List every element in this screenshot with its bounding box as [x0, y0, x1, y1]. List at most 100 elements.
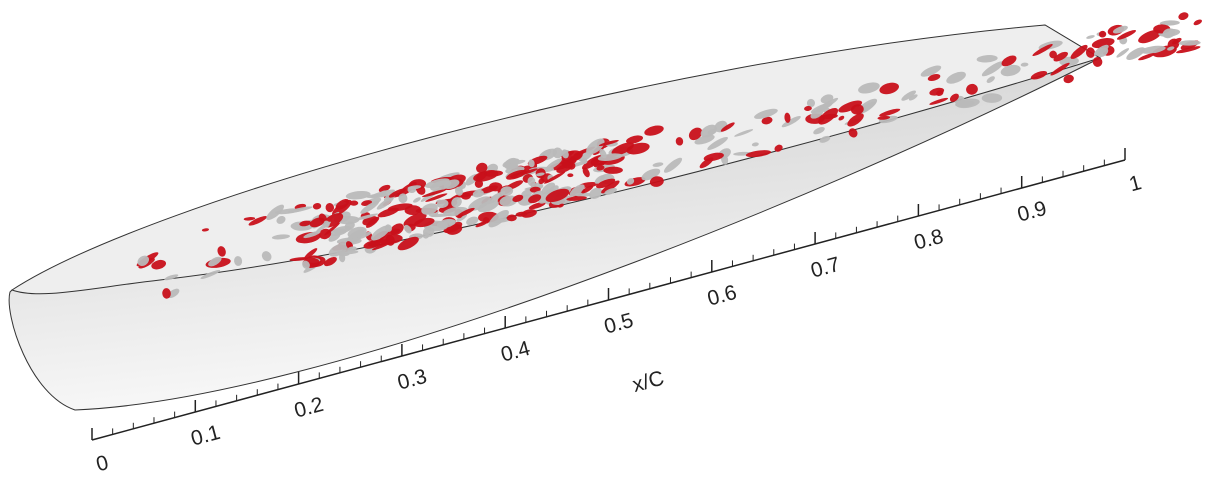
vortex-gray	[276, 215, 286, 224]
vortex-red	[675, 137, 684, 146]
tick-label: 0.5	[602, 309, 636, 339]
vortex-red	[512, 194, 524, 202]
vortex-gray	[443, 179, 460, 190]
vortex-gray	[345, 190, 371, 200]
tick-label: 0.3	[395, 365, 429, 395]
vortex-gray	[137, 255, 150, 266]
vortex-gray	[472, 189, 484, 198]
vortex-red	[397, 236, 419, 251]
vortex-gray	[1178, 40, 1201, 46]
vortex-gray	[920, 65, 942, 77]
vortex-gray	[423, 226, 435, 237]
vortex-gray	[370, 189, 395, 198]
vortex-red	[372, 242, 391, 251]
vortex-red	[929, 87, 945, 96]
tick-label: 1	[1127, 171, 1144, 196]
vortex-gray	[261, 251, 272, 262]
vortex-gray	[581, 157, 588, 165]
vortex-red	[1032, 44, 1053, 57]
vortex-red	[483, 170, 504, 177]
vortex-red	[422, 189, 447, 198]
vortex-gray	[505, 160, 512, 165]
vortex-red	[558, 203, 564, 208]
vortex-gray	[208, 256, 222, 267]
vortex-gray	[468, 196, 491, 211]
vortex-red	[483, 217, 490, 224]
vortex-red	[838, 100, 863, 113]
vortex-gray	[663, 157, 683, 173]
vortex-red	[566, 196, 587, 201]
vortex-gray	[652, 162, 664, 167]
vortex-red	[474, 179, 484, 188]
tick-label: 0	[94, 451, 111, 476]
vortex-gray	[981, 61, 1005, 77]
vortex-gray	[398, 193, 408, 204]
vortex-red	[1193, 19, 1203, 26]
vortex-red	[879, 82, 899, 95]
vortex-gray	[360, 200, 380, 214]
axis: 0 0.1 0.2 0.3 0.4 0.5 0.6 0.7 0.8 0.9 1	[91, 148, 1144, 476]
vortex-red	[488, 182, 503, 192]
vortex-gray	[527, 176, 536, 187]
vortex-gray	[751, 142, 759, 147]
vortex-structures	[136, 12, 1203, 299]
vortex-red	[309, 217, 325, 228]
vortex-gray	[1159, 20, 1180, 26]
vortex-gray	[1086, 35, 1095, 39]
vortex-gray	[589, 187, 603, 199]
vortex-gray	[336, 249, 359, 255]
vortex-gray	[908, 94, 918, 101]
wing-top	[10, 24, 1102, 295]
vortex-red	[390, 223, 404, 236]
vortex-red	[325, 203, 335, 213]
vortex-red	[877, 115, 891, 120]
vortex-gray	[421, 203, 438, 215]
vortex-gray	[528, 159, 535, 168]
tick-label: 0.1	[189, 421, 223, 451]
vortex-gray	[1000, 64, 1021, 77]
vortex-gray	[407, 186, 417, 193]
vortex-gray	[976, 55, 998, 63]
vortex-gray	[901, 90, 916, 101]
vortex-red	[312, 203, 322, 210]
vortex-red	[201, 228, 210, 232]
vortex-red	[457, 207, 475, 218]
vortex-red	[1138, 53, 1155, 61]
vortex-red	[699, 157, 714, 169]
vortex-gray	[1112, 25, 1128, 34]
vortex-gray	[1093, 44, 1109, 56]
vortex-red	[443, 221, 463, 234]
vortex-red	[1172, 37, 1182, 45]
vortex-gray	[1162, 28, 1176, 39]
vortex-gray	[754, 108, 778, 119]
tick-label: 0.7	[808, 253, 842, 283]
vortex-gray	[946, 71, 966, 84]
vortex-gray	[436, 199, 449, 209]
tick-label: 0.6	[705, 281, 739, 311]
axis-label: x/C	[630, 367, 666, 397]
vortex-red	[1092, 57, 1103, 67]
vortex-gray	[594, 175, 605, 184]
vortex-red	[1085, 47, 1096, 58]
vortex-gray	[597, 153, 623, 161]
vortex-gray	[164, 274, 179, 281]
vortex-gray	[813, 127, 825, 135]
vortex-red	[1116, 29, 1137, 40]
vortex-gray	[1116, 48, 1130, 58]
vortex-red	[457, 190, 478, 198]
vortex-gray	[303, 230, 321, 239]
vortex-red	[720, 122, 735, 132]
vortex-gray	[569, 184, 585, 197]
vortex-gray	[344, 221, 355, 231]
vortex-red	[1176, 46, 1201, 54]
vortex-red	[1053, 51, 1068, 62]
vortex-red	[366, 216, 380, 228]
vortex-red	[377, 207, 399, 218]
vortex-gray	[488, 209, 509, 228]
vortex-gray	[336, 237, 362, 245]
vortex-red	[162, 288, 171, 299]
vortex-red	[745, 150, 772, 158]
vortex-red	[545, 188, 570, 203]
vortex-red	[1001, 55, 1017, 67]
